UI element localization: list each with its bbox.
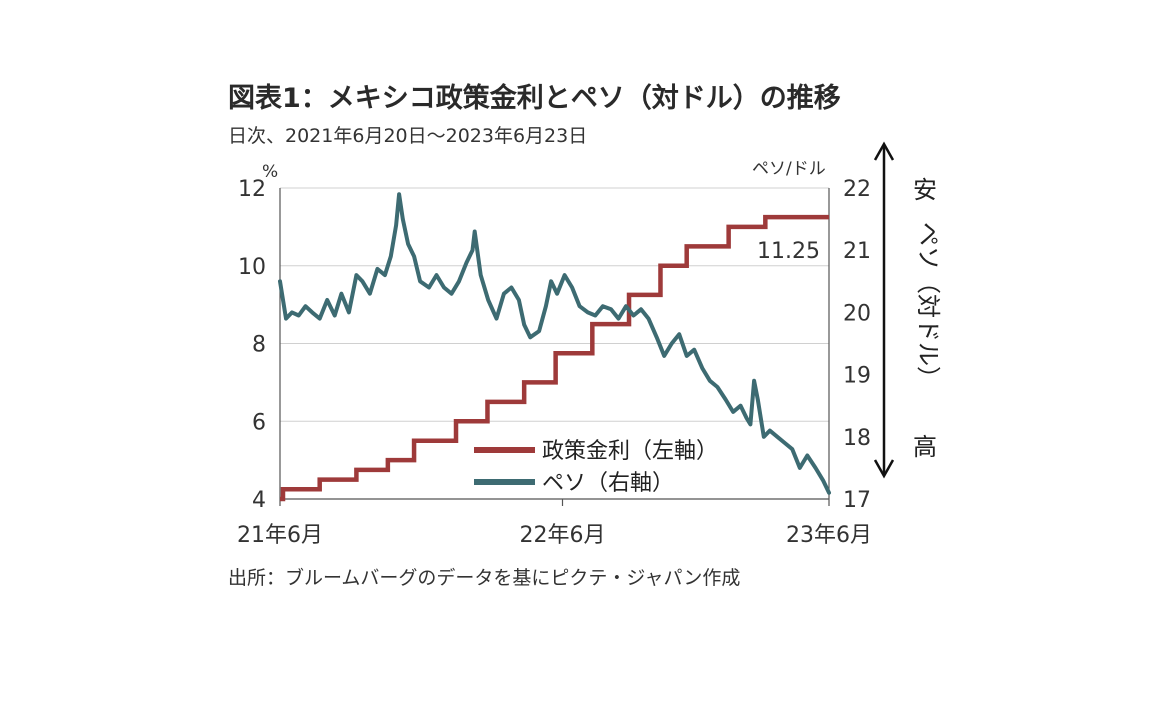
tick-labels: 4 6 8 10 12 17 18 19 20 21 22 21年6月 22年6月 23年6月: [237, 177, 872, 548]
left-tick-label: 6: [252, 410, 266, 435]
series-lines: [278, 192, 831, 502]
side-label-bottom: 高: [913, 433, 937, 461]
legend: 政策金利（左軸） ペソ（右軸）: [474, 439, 718, 496]
peso-series-line: [278, 192, 831, 495]
legend-label-peso: ペソ（右軸）: [542, 471, 674, 496]
gridlines: [280, 187, 829, 422]
right-tick-label: 21: [843, 239, 871, 264]
chart-subtitle: 日次、2021年6月20日～2023年6月23日: [228, 125, 588, 147]
left-tick-label: 10: [238, 255, 266, 280]
right-axis-unit: ペソ/ドル: [752, 159, 826, 179]
axes: [279, 188, 830, 506]
left-tick-label: 12: [238, 177, 266, 202]
arrow-head-up: [873, 141, 895, 161]
right-tick-label: 17: [843, 488, 871, 513]
side-label-top: 安: [913, 176, 937, 204]
x-tick-label: 22年6月: [520, 523, 606, 548]
right-tick-label: 18: [843, 426, 871, 451]
rate-annotation: 11.25: [757, 239, 820, 264]
legend-label-rate: 政策金利（左軸）: [542, 439, 718, 464]
right-tick-label: 22: [843, 177, 871, 202]
chart-title: 図表1：メキシコ政策金利とペソ（対ドル）の推移: [228, 83, 841, 114]
left-axis-unit: %: [262, 162, 278, 182]
right-tick-label: 19: [843, 364, 871, 389]
left-tick-label: 4: [252, 488, 266, 513]
source-note: 出所：ブルームバーグのデータを基にピクテ・ジャパン作成: [228, 567, 741, 589]
x-tick-label: 21年6月: [237, 523, 323, 548]
left-tick-label: 8: [252, 333, 266, 358]
rate-series-line: [280, 214, 829, 502]
side-label-middle: ペソ（対ドル）: [914, 222, 942, 390]
arrow-head-down: [873, 459, 895, 479]
x-tick-label: 23年6月: [786, 523, 872, 548]
right-tick-label: 20: [843, 301, 871, 326]
direction-arrow: [873, 141, 895, 479]
